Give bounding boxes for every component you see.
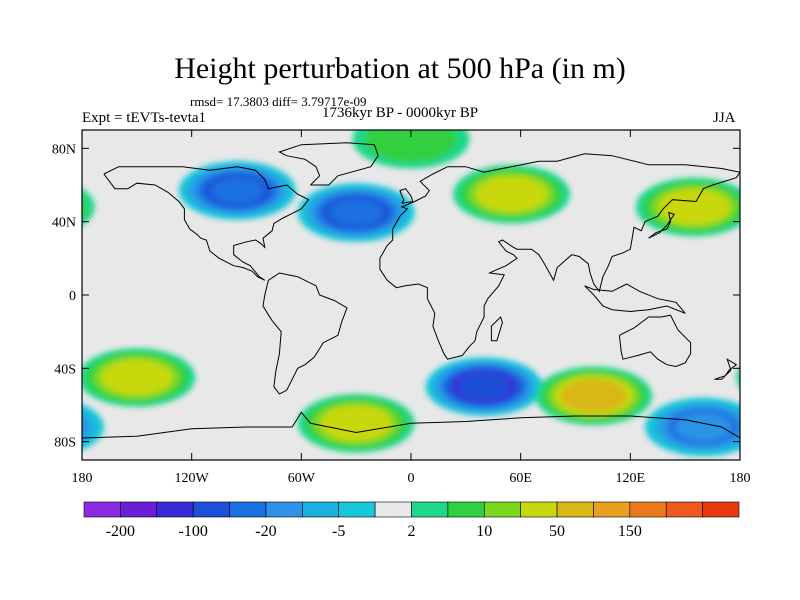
x-tick-label: 180 xyxy=(72,471,93,486)
colorbar-swatch xyxy=(265,501,303,518)
plot-area xyxy=(82,130,740,460)
colorbar-swatch xyxy=(302,501,340,518)
season-label: JJA xyxy=(713,110,736,126)
anomaly-contour-central-north-atlantic xyxy=(329,199,383,226)
coastline-north-america xyxy=(103,166,310,281)
colorbar-swatch xyxy=(702,501,740,518)
colorbar-swatch xyxy=(556,501,594,518)
coastline-greenland xyxy=(278,142,379,186)
anomaly-contour-wrap xyxy=(82,409,97,445)
experiment-label: Expt = tEVTs-tevta1 xyxy=(82,110,207,126)
coastline-eurasia-africa xyxy=(379,153,740,360)
colorbar-swatch xyxy=(156,501,194,518)
colorbar: -200 -100 -20 -5 2 10 50 150 xyxy=(83,501,740,540)
colorbar-swatch xyxy=(593,501,631,518)
colorbar-label: -100 xyxy=(179,523,208,540)
colorbar-swatch xyxy=(520,501,558,518)
colorbar-label: -5 xyxy=(332,523,345,540)
colorbar-swatch xyxy=(629,501,667,518)
anomaly-contour-wrap xyxy=(736,367,740,388)
colorbar-swatch xyxy=(338,501,376,518)
coastlines xyxy=(82,142,740,439)
coastline-antarctica xyxy=(82,411,740,439)
colorbar-label: 2 xyxy=(408,523,416,540)
x-tick-label: 180 xyxy=(730,471,751,486)
coastline-australia xyxy=(618,314,692,368)
anomaly-contour-south-atlantic xyxy=(328,409,385,438)
axes: 180 120W 60W 0 60E 120E 180 80N 40N 0 40S 80S xyxy=(52,130,751,486)
anomaly-contour-south-indian-ocean xyxy=(458,373,511,400)
colorbar-swatch xyxy=(447,501,485,518)
stats-line: rmsd= 17.3803 diff= 3.79717e-09 xyxy=(190,94,367,109)
anomaly-contour-south-of-new-zealand xyxy=(675,412,732,442)
y-tick-label: 40S xyxy=(54,362,76,377)
coastline-new-zealand xyxy=(714,358,738,380)
anomaly-contour-wrap xyxy=(82,415,89,439)
x-tick-label: 0 xyxy=(408,471,415,486)
colorbar-swatch xyxy=(483,501,521,518)
colorbar-swatch xyxy=(665,501,703,518)
y-tick-label: 80N xyxy=(52,142,76,157)
coastline-madagascar xyxy=(490,316,503,342)
period-label: 1736kyr BP - 0000kyr BP xyxy=(322,105,479,121)
colorbar-label: 10 xyxy=(476,523,492,540)
coastline-uk xyxy=(399,188,414,204)
y-tick-label: 40N xyxy=(52,216,76,231)
colorbar-swatch xyxy=(229,501,267,518)
anomaly-contour-wrap xyxy=(82,195,88,219)
x-tick-label: 60W xyxy=(288,471,316,486)
anomaly-contour-arctic xyxy=(377,130,445,156)
colorbar-swatch xyxy=(411,501,449,518)
anomaly-contour-south-pacific xyxy=(108,363,165,392)
colorbar-label: 150 xyxy=(618,523,642,540)
anomaly-contour-north-pacific xyxy=(666,192,723,222)
colorbar-label: 50 xyxy=(549,523,565,540)
coastline-japan xyxy=(648,211,675,239)
x-tick-label: 120E xyxy=(616,471,646,486)
colorbar-label: -200 xyxy=(106,523,135,540)
x-tick-label: 120W xyxy=(175,471,210,486)
anomaly-contour-northern-eurasia xyxy=(483,180,540,209)
anomaly-contour-canada-north-america xyxy=(210,177,265,204)
y-tick-label: 80S xyxy=(54,436,76,451)
coastline-south-america xyxy=(262,272,348,395)
anomaly-contour-wrap xyxy=(82,188,95,226)
coastline-indonesia xyxy=(584,283,686,314)
chart-title: Height perturbation at 500 hPa (in m) xyxy=(174,52,626,85)
anomaly-field xyxy=(82,130,740,457)
anomaly-contour-southern-australia xyxy=(566,382,621,410)
colorbar-swatch xyxy=(83,501,121,518)
colorbar-swatch xyxy=(374,501,412,518)
x-tick-label: 60E xyxy=(509,471,532,486)
colorbar-swatch xyxy=(192,501,230,518)
y-tick-label: 0 xyxy=(69,289,76,304)
colorbar-label: -20 xyxy=(255,523,276,540)
colorbar-swatch xyxy=(120,501,158,518)
